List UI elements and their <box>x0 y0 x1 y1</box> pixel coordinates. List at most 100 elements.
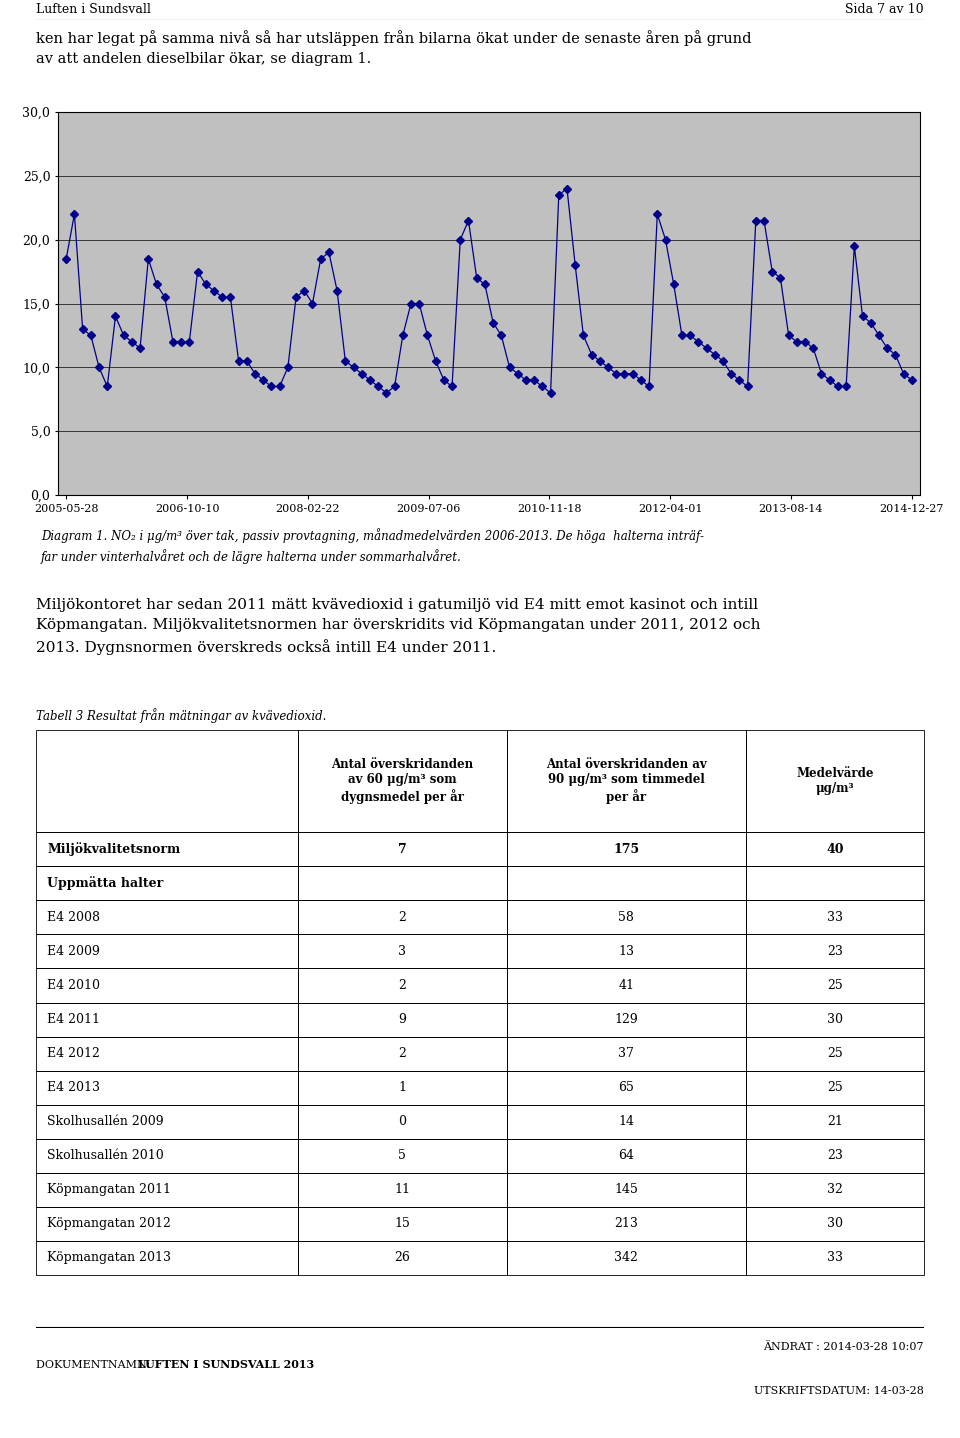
Text: 64: 64 <box>618 1149 635 1162</box>
Bar <box>36 1206 299 1241</box>
Text: 145: 145 <box>614 1183 638 1196</box>
Bar <box>746 866 924 900</box>
Text: E4 2008: E4 2008 <box>47 910 100 923</box>
Text: 213: 213 <box>614 1218 638 1231</box>
Text: Diagram 1. NO₂ i μg/m³ över tak, passiv provtagning, månadmedelvärden 2006-2013.: Diagram 1. NO₂ i μg/m³ över tak, passiv … <box>41 528 704 564</box>
Text: 30: 30 <box>827 1012 843 1027</box>
Text: 7: 7 <box>398 843 407 856</box>
Bar <box>746 731 924 833</box>
Bar <box>746 968 924 1002</box>
Bar <box>507 1037 746 1071</box>
Text: ken har legat på samma nivå så har utsläppen från bilarna ökat under de senaste : ken har legat på samma nivå så har utslä… <box>36 30 752 66</box>
Bar <box>36 968 299 1002</box>
Text: E4 2012: E4 2012 <box>47 1047 100 1060</box>
Bar <box>507 1002 746 1037</box>
Bar <box>507 1139 746 1173</box>
Bar <box>36 1071 299 1104</box>
Bar <box>507 935 746 968</box>
Bar <box>746 1241 924 1276</box>
Text: E4 2011: E4 2011 <box>47 1012 100 1027</box>
Text: Antal överskridanden av
90 μg/m³ som timmedel
per år: Antal överskridanden av 90 μg/m³ som tim… <box>546 758 707 804</box>
Text: Köpmangatan 2011: Köpmangatan 2011 <box>47 1183 171 1196</box>
Bar <box>746 1139 924 1173</box>
Text: E4 2010: E4 2010 <box>47 979 100 992</box>
Text: 2: 2 <box>398 910 406 923</box>
Text: 2: 2 <box>398 979 406 992</box>
Text: UTSKRIFTSDATUM: 14-03-28: UTSKRIFTSDATUM: 14-03-28 <box>754 1386 924 1396</box>
Text: 11: 11 <box>395 1183 410 1196</box>
Text: 1: 1 <box>398 1081 406 1094</box>
Text: 33: 33 <box>827 1251 843 1264</box>
Text: LUFTEN I SUNDSVALL 2013: LUFTEN I SUNDSVALL 2013 <box>138 1359 315 1370</box>
Text: 25: 25 <box>827 1047 843 1060</box>
Bar <box>746 1104 924 1139</box>
Bar <box>299 1071 507 1104</box>
Bar <box>36 935 299 968</box>
Text: 3: 3 <box>398 945 406 958</box>
Text: Tabell 3 Resultat från mätningar av kvävedioxid.: Tabell 3 Resultat från mätningar av kväv… <box>36 709 326 723</box>
Text: E4 2009: E4 2009 <box>47 945 100 958</box>
Text: Skolhusallén 2010: Skolhusallén 2010 <box>47 1149 164 1162</box>
Text: 26: 26 <box>395 1251 410 1264</box>
Bar <box>746 1002 924 1037</box>
Text: 23: 23 <box>827 1149 843 1162</box>
Bar <box>36 900 299 935</box>
Bar <box>507 1206 746 1241</box>
Bar <box>299 1037 507 1071</box>
Bar <box>36 1002 299 1037</box>
Bar <box>299 935 507 968</box>
Text: 2: 2 <box>398 1047 406 1060</box>
Bar <box>36 866 299 900</box>
Text: 23: 23 <box>827 945 843 958</box>
Text: Miljökontoret har sedan 2011 mätt kvävedioxid i gatumiljö vid E4 mitt emot kasin: Miljökontoret har sedan 2011 mätt kväved… <box>36 598 761 654</box>
Bar <box>746 900 924 935</box>
Bar <box>299 833 507 866</box>
Text: 129: 129 <box>614 1012 638 1027</box>
Bar <box>36 1104 299 1139</box>
Bar <box>36 1139 299 1173</box>
Text: 13: 13 <box>618 945 635 958</box>
Bar <box>507 900 746 935</box>
Text: Miljökvalitetsnorm: Miljökvalitetsnorm <box>47 843 180 856</box>
Bar <box>507 1104 746 1139</box>
Text: Medelvärde
μg/m³: Medelvärde μg/m³ <box>796 766 874 795</box>
Bar <box>299 1139 507 1173</box>
Bar <box>299 968 507 1002</box>
Bar <box>746 1206 924 1241</box>
Bar <box>299 1241 507 1276</box>
Text: 58: 58 <box>618 910 635 923</box>
Bar <box>507 833 746 866</box>
Bar <box>746 833 924 866</box>
Bar <box>507 968 746 1002</box>
Text: 32: 32 <box>827 1183 843 1196</box>
Text: 41: 41 <box>618 979 635 992</box>
Text: 37: 37 <box>618 1047 635 1060</box>
Text: 33: 33 <box>827 910 843 923</box>
Text: 14: 14 <box>618 1116 635 1129</box>
Bar <box>299 1002 507 1037</box>
Bar <box>36 731 299 833</box>
Bar <box>299 900 507 935</box>
Bar <box>507 866 746 900</box>
Text: Luften i Sundsvall: Luften i Sundsvall <box>36 3 152 16</box>
Bar <box>299 1173 507 1206</box>
Bar <box>746 935 924 968</box>
Text: Köpmangatan 2013: Köpmangatan 2013 <box>47 1251 171 1264</box>
Bar <box>36 1173 299 1206</box>
Text: 30: 30 <box>827 1218 843 1231</box>
Text: 25: 25 <box>827 1081 843 1094</box>
Text: 9: 9 <box>398 1012 406 1027</box>
Bar <box>36 1037 299 1071</box>
Bar <box>299 1206 507 1241</box>
Text: Skolhusallén 2009: Skolhusallén 2009 <box>47 1116 164 1129</box>
Text: 5: 5 <box>398 1149 406 1162</box>
Text: Köpmangatan 2012: Köpmangatan 2012 <box>47 1218 171 1231</box>
Bar <box>299 731 507 833</box>
Bar <box>746 1173 924 1206</box>
Text: Uppmätta halter: Uppmätta halter <box>47 876 163 890</box>
Text: ÄNDRAT : 2014-03-28 10:07: ÄNDRAT : 2014-03-28 10:07 <box>763 1342 924 1352</box>
Bar <box>507 1241 746 1276</box>
Bar <box>746 1071 924 1104</box>
Bar <box>299 866 507 900</box>
Bar <box>746 1037 924 1071</box>
